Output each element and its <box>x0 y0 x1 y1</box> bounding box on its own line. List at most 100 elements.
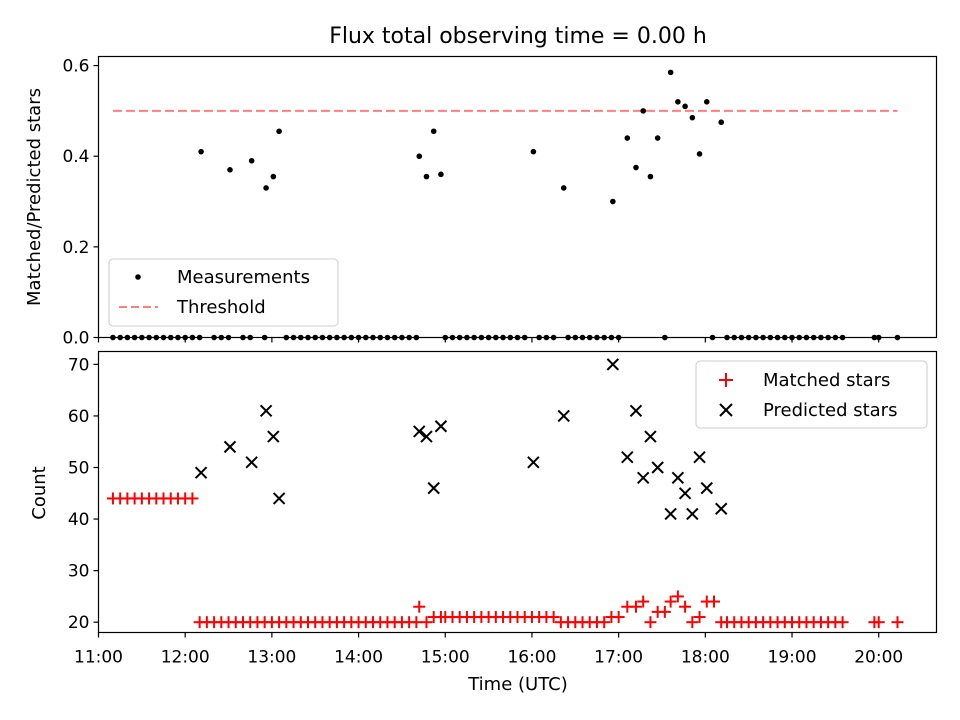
measurement-point <box>240 334 246 341</box>
measurement-point <box>640 108 646 114</box>
count-legend: Matched stars Predicted stars <box>695 360 928 429</box>
measurement-point <box>416 153 423 160</box>
measurement-point <box>276 128 282 135</box>
measurement-point <box>196 334 203 341</box>
measurement-point <box>377 334 384 341</box>
measurement-point <box>767 334 774 341</box>
measurement-point <box>218 334 225 341</box>
matched-star-point <box>413 600 426 613</box>
measurement-point <box>247 334 254 341</box>
measurement-point <box>781 334 788 341</box>
measurement-point <box>430 128 437 135</box>
measurement-point <box>818 334 824 341</box>
matched-star-point <box>420 616 433 629</box>
measurement-point <box>423 173 430 180</box>
measurement-point <box>703 99 710 105</box>
measurement-point <box>248 157 255 164</box>
matched-star-point <box>836 616 849 629</box>
matched-star-point <box>637 595 650 608</box>
measurement-point <box>297 334 304 341</box>
measurement-point <box>839 334 846 341</box>
count-x-ticks: 11:00 12:00 13:00 14:00 15:00 16:00 17:00 18:00… <box>74 632 903 668</box>
measurement-point <box>146 334 152 341</box>
matched-star-point <box>707 595 720 608</box>
matched-star-point <box>671 590 684 603</box>
count-ytick-label: 40 <box>68 510 90 530</box>
matched-star-point <box>658 605 671 618</box>
measurement-point <box>131 334 138 341</box>
legend-matched-label: Matched stars <box>763 370 890 391</box>
measurement-point <box>825 334 831 341</box>
measurement-point <box>560 185 567 191</box>
measurement-point <box>871 334 878 341</box>
predicted-star-point <box>664 507 677 521</box>
measurement-point <box>438 171 444 178</box>
predicted-star-point <box>194 466 208 479</box>
count-series <box>106 358 904 629</box>
predicted-star-point <box>621 450 634 464</box>
measurement-point <box>139 334 145 341</box>
predicted-star-point <box>267 430 280 443</box>
count-ytick-label: 60 <box>68 407 90 427</box>
predicted-star-point <box>651 461 664 474</box>
predicted-star-point <box>272 492 286 505</box>
measurement-point <box>362 334 369 341</box>
measurement-point <box>334 334 340 341</box>
predicted-star-point <box>434 420 448 433</box>
count-panel-frame <box>97 350 938 634</box>
matched-star-point <box>693 611 706 624</box>
measurement-point <box>348 334 355 341</box>
legend-threshold-label: Threshold <box>176 297 266 318</box>
predicted-star-point <box>223 440 237 454</box>
measurement-point <box>391 334 398 341</box>
predicted-star-point <box>259 404 273 418</box>
measurement-point <box>500 334 506 341</box>
predicted-star-point <box>715 502 728 515</box>
measurement-point <box>731 334 738 341</box>
measurement-point <box>507 334 514 341</box>
measurement-point <box>789 334 795 341</box>
measurement-point <box>594 334 600 341</box>
ratio-ytick-label: 0.0 <box>62 329 89 349</box>
measurement-point <box>803 334 810 341</box>
measurement-point <box>442 334 449 341</box>
measurement-point <box>601 334 607 341</box>
predicted-star-point <box>557 409 570 423</box>
matched-star-point <box>891 616 904 629</box>
measurement-point <box>667 69 674 76</box>
measurement-point <box>774 334 781 341</box>
matched-star-point <box>186 492 199 505</box>
measurement-point <box>610 198 616 205</box>
matched-star-point <box>664 595 677 608</box>
predicted-star-point <box>693 450 706 464</box>
measurement-point <box>586 334 593 341</box>
predicted-star-point <box>427 481 440 495</box>
matched-star-point <box>679 600 692 613</box>
measurement-point <box>718 119 725 126</box>
measurement-point <box>175 334 181 341</box>
measurement-point <box>662 334 668 341</box>
count-xtick-label: 13:00 <box>247 648 296 668</box>
count-xtick-label: 11:00 <box>74 648 123 668</box>
measurement-point <box>117 334 123 341</box>
measurement-point <box>608 334 615 341</box>
ratio-legend-box <box>108 258 339 327</box>
legend-predicted-marker <box>719 403 733 417</box>
measurement-point <box>745 334 752 341</box>
count-xtick-label: 15:00 <box>421 648 470 668</box>
matched-star-point <box>547 611 560 624</box>
measurement-point <box>413 334 420 341</box>
measurement-point <box>290 334 297 341</box>
measurement-point <box>738 334 745 341</box>
measurement-point <box>832 334 839 341</box>
measurement-point <box>485 334 492 341</box>
measurement-point <box>189 334 196 341</box>
measurement-point <box>198 148 204 155</box>
measurement-point <box>810 334 817 341</box>
measurement-point <box>153 334 160 341</box>
ratio-series <box>110 69 901 341</box>
measurement-point <box>270 173 277 180</box>
measurement-point <box>760 334 766 341</box>
predicted-star-point <box>700 481 713 495</box>
measurement-point <box>160 334 167 341</box>
